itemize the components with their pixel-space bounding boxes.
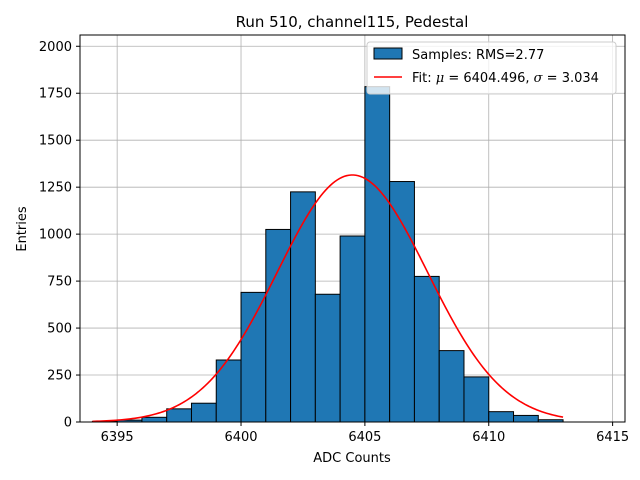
y-tick-label: 1750 <box>39 87 72 102</box>
gaussian-fit-line <box>92 174 564 423</box>
legend: Samples: RMS=2.77 Fit: μ = 6404.496, σ =… <box>366 41 617 95</box>
x-axis-label: ADC Counts <box>313 451 391 466</box>
histogram-bar <box>141 416 168 423</box>
histogram-bar <box>364 86 391 423</box>
legend-box <box>366 41 617 95</box>
legend-histogram-label: Samples: RMS=2.77 <box>412 48 544 63</box>
y-tick-label: 0 <box>64 416 72 431</box>
histogram-bar <box>463 376 490 423</box>
histogram-bar <box>265 228 292 423</box>
histogram-bar <box>166 408 192 423</box>
chart-title: Run 510, channel115, Pedestal <box>236 13 469 31</box>
y-tick-label: 1500 <box>39 134 72 149</box>
y-tick-label: 1250 <box>39 181 72 196</box>
y-tick-label: 1000 <box>39 228 72 243</box>
histogram-bar <box>314 293 341 423</box>
y-tick-label: 250 <box>47 369 72 384</box>
histogram-bar <box>488 411 515 423</box>
histogram-bar <box>240 291 267 423</box>
legend-fit-label: Fit: μ = 6404.496, σ = 3.034 <box>412 71 599 86</box>
y-tick-label: 500 <box>47 322 72 337</box>
y-tick-label: 750 <box>47 275 72 290</box>
y-axis-ticks: 0 250 500 750 1000 1250 1500 1750 2000 <box>39 40 80 431</box>
histogram-bar <box>339 235 366 423</box>
histogram-bar <box>190 402 217 423</box>
histogram-bar <box>438 350 465 423</box>
histogram-bar <box>413 275 440 423</box>
x-axis-ticks: 6395 6400 6405 6410 6415 <box>101 422 629 445</box>
x-tick-label: 6410 <box>472 430 505 445</box>
x-tick-label: 6400 <box>224 430 257 445</box>
y-tick-label: 2000 <box>39 40 72 55</box>
histogram-bar <box>290 191 316 423</box>
y-axis-label: Entries <box>15 206 30 252</box>
histogram-bars <box>91 86 564 423</box>
histogram-bar <box>389 181 415 423</box>
x-tick-label: 6405 <box>348 430 381 445</box>
x-tick-label: 6415 <box>596 430 629 445</box>
histogram-bar <box>513 414 539 423</box>
legend-histogram-swatch <box>373 47 403 60</box>
x-tick-label: 6395 <box>101 430 134 445</box>
plot-frame <box>79 34 626 423</box>
